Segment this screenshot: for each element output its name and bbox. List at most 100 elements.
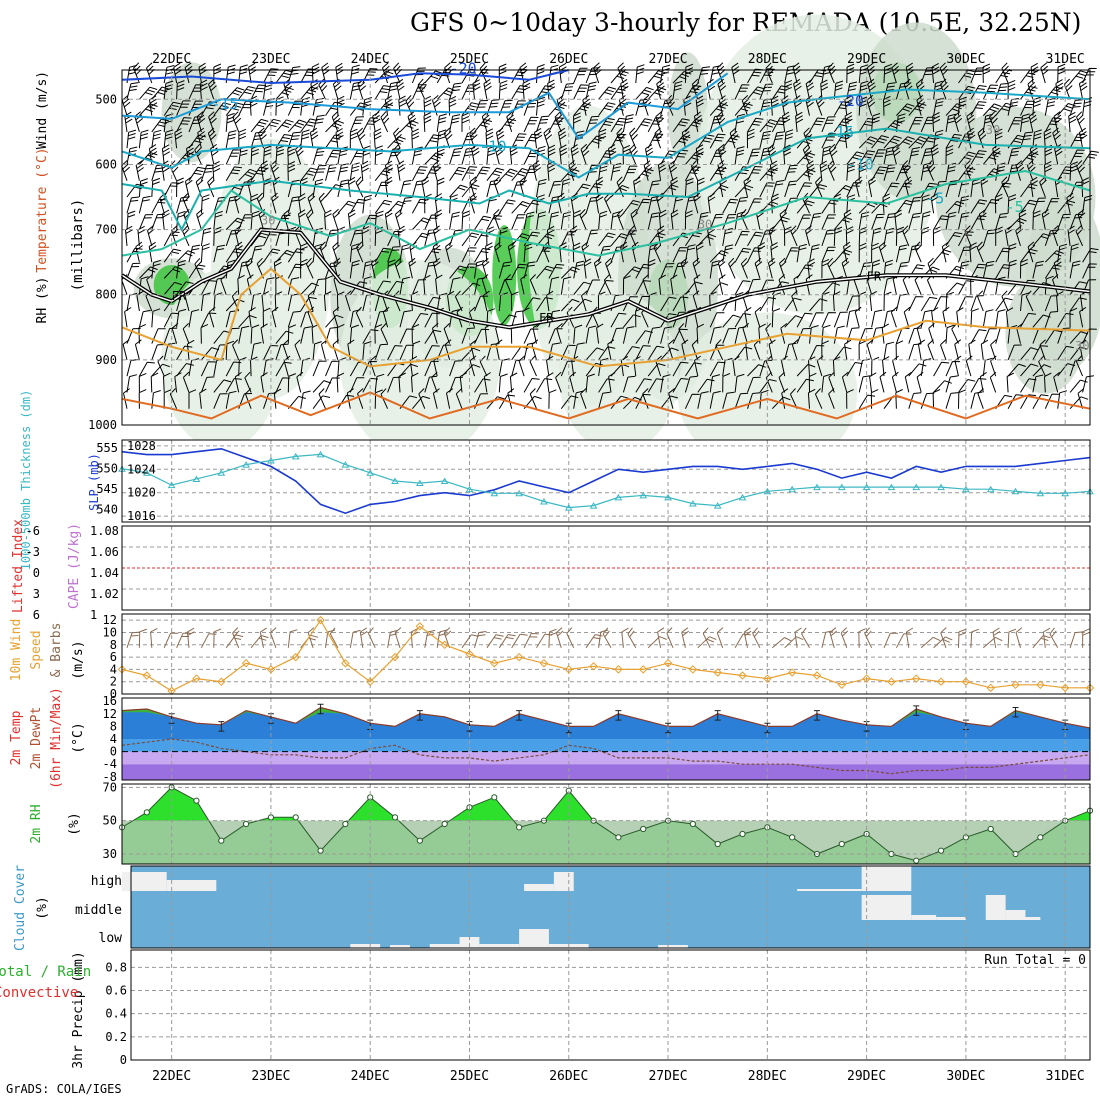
wind-barb (709, 65, 721, 84)
contour-label: -20 (837, 92, 864, 110)
wind-barb (647, 212, 660, 230)
thickness-point (813, 483, 821, 491)
wind-barb (958, 96, 967, 116)
wind-barb (896, 136, 915, 149)
wind-barb (1007, 363, 1026, 377)
wind-barb (722, 328, 737, 344)
wind-barb (660, 64, 671, 84)
wind-speed-point (514, 652, 524, 662)
wind-barb (126, 64, 138, 84)
wind-barb (560, 360, 576, 377)
wind10m-barb (801, 627, 810, 649)
wind10m-barb (895, 633, 912, 649)
wind-barb (933, 215, 950, 230)
wind-barb (807, 388, 816, 409)
wind-barb (357, 78, 367, 100)
wind-barb (260, 372, 268, 393)
wind-barb (461, 327, 476, 344)
wind-barb (424, 360, 439, 377)
wind-barb (498, 63, 507, 83)
temp-ytick: 16 (103, 694, 117, 708)
wind-barb (1040, 62, 1050, 84)
wind-barb (546, 355, 554, 377)
wind-barb (335, 62, 344, 84)
wind-barb (908, 296, 924, 312)
wind-barb (953, 111, 963, 133)
wind-barb (709, 149, 725, 165)
wind-barb (171, 323, 179, 344)
wind-barb (759, 182, 775, 198)
wind-barb (355, 176, 364, 198)
wind-barb (928, 323, 935, 344)
wind-barb (146, 62, 155, 84)
wind-barb (474, 295, 489, 312)
wind-barb (162, 209, 170, 230)
wind-barb (506, 111, 515, 133)
wind-barb (374, 85, 391, 100)
wind-barb (610, 185, 630, 198)
wind-barb (945, 232, 963, 247)
cloud-level-label: middle (75, 903, 122, 918)
wind-barb (300, 242, 308, 263)
wind-barb (461, 210, 471, 230)
thickness-point (515, 489, 524, 497)
wind-barb (945, 324, 955, 344)
wind-barb (456, 306, 464, 328)
wind-barb (332, 208, 340, 230)
wind-barb (1007, 134, 1026, 149)
wind10m-barb (523, 633, 539, 649)
wind-barb (747, 86, 766, 100)
wind-barb (927, 339, 935, 361)
wind-speed-point (365, 677, 375, 686)
wind-barb (858, 64, 869, 84)
wind-barb (1052, 127, 1061, 149)
wind-barb (1032, 129, 1042, 149)
wind-barb (560, 83, 575, 100)
wind-barb (933, 361, 950, 377)
wind10m-barb (627, 627, 637, 649)
contour-label: FR (172, 289, 187, 303)
wind-barb (548, 117, 565, 133)
minmax-whisker (615, 710, 622, 721)
wind-barb (436, 113, 447, 132)
wind-barb (916, 371, 924, 393)
minmax-whisker (416, 710, 423, 721)
wind10m-barb (250, 635, 269, 649)
wind-barb (250, 232, 269, 247)
wind-barb (846, 327, 860, 344)
wind10m-barb (992, 627, 1001, 648)
rh-point (292, 814, 299, 821)
thickness-point (465, 485, 474, 493)
date-label-bottom: 28DEC (748, 1069, 787, 1084)
wind-barb (173, 62, 182, 84)
lifted-index-tick: -3 (26, 545, 40, 559)
wind-barb (784, 79, 793, 100)
wind-barb (933, 249, 952, 263)
wind-barb (871, 149, 886, 165)
wind-barb (382, 306, 390, 328)
wind-barb (263, 145, 272, 165)
wind-barb (672, 247, 688, 263)
wind-barb (263, 277, 275, 295)
wind-barb (536, 178, 547, 198)
wind-barb (494, 241, 502, 263)
wind10m-barb (474, 631, 487, 648)
wind-barb (176, 260, 186, 279)
wind-barb (747, 231, 764, 247)
wind-barb (449, 82, 462, 100)
wind-barb (511, 180, 525, 198)
wind-barb (188, 134, 206, 149)
wind-barb (555, 371, 562, 393)
wind-barb (995, 212, 1008, 230)
wind-barb (610, 312, 627, 328)
wind-barb (349, 128, 358, 149)
wind-barb (982, 229, 996, 247)
wind-barb (635, 118, 653, 133)
wind-barb (176, 281, 194, 295)
wind-barb (1057, 166, 1074, 181)
wind-barb (883, 95, 891, 116)
wind-barb (208, 111, 217, 133)
wind-barb (1044, 295, 1059, 312)
wind-barb (349, 260, 360, 279)
wind-barb (138, 372, 147, 393)
